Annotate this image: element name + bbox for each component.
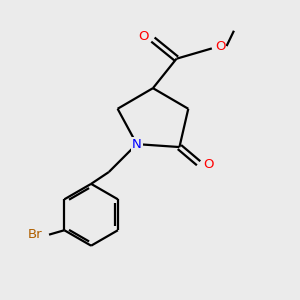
Text: N: N xyxy=(132,138,142,151)
Text: O: O xyxy=(215,40,225,53)
Text: O: O xyxy=(203,158,213,171)
Text: Br: Br xyxy=(28,228,42,241)
Text: O: O xyxy=(138,30,149,43)
